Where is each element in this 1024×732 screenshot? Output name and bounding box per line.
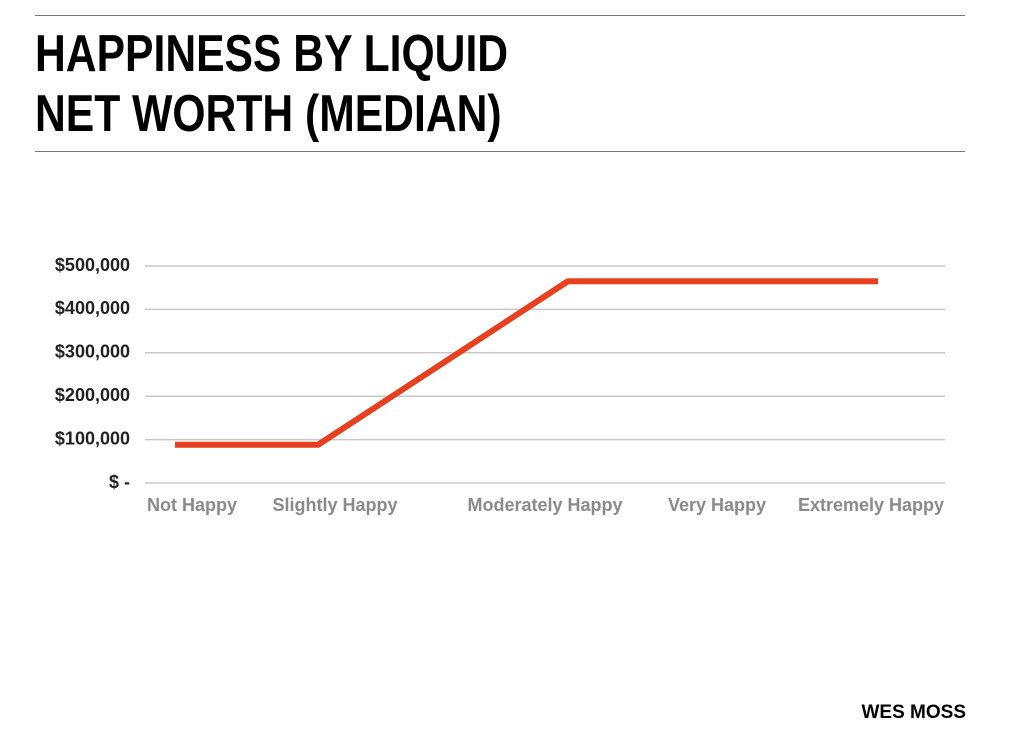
chart: $ - $100,000 $200,000 $300,000 $400,000 $500,… bbox=[55, 255, 945, 515]
data-line bbox=[175, 278, 878, 448]
x-tick-label: Not Happy bbox=[147, 495, 237, 515]
x-tick-label: Slightly Happy bbox=[272, 495, 397, 515]
chart-title: HAPPINESS BY LIQUID NET WORTH (MEDIAN) bbox=[35, 25, 509, 143]
x-tick-label: Very Happy bbox=[668, 495, 766, 515]
y-tick-label: $300,000 bbox=[55, 342, 130, 362]
source: WES MOSS bbox=[861, 702, 966, 723]
title-rule bbox=[35, 151, 965, 152]
y-tick-label: $ - bbox=[109, 472, 130, 492]
x-tick-label: Moderately Happy bbox=[467, 495, 622, 515]
y-tick-label: $400,000 bbox=[55, 298, 130, 318]
y-tick-label: $200,000 bbox=[55, 385, 130, 405]
x-tick-label: Extremely Happy bbox=[798, 495, 944, 515]
top-rule bbox=[35, 15, 965, 16]
y-tick-label: $100,000 bbox=[55, 428, 130, 448]
y-tick-label: $500,000 bbox=[55, 255, 130, 275]
